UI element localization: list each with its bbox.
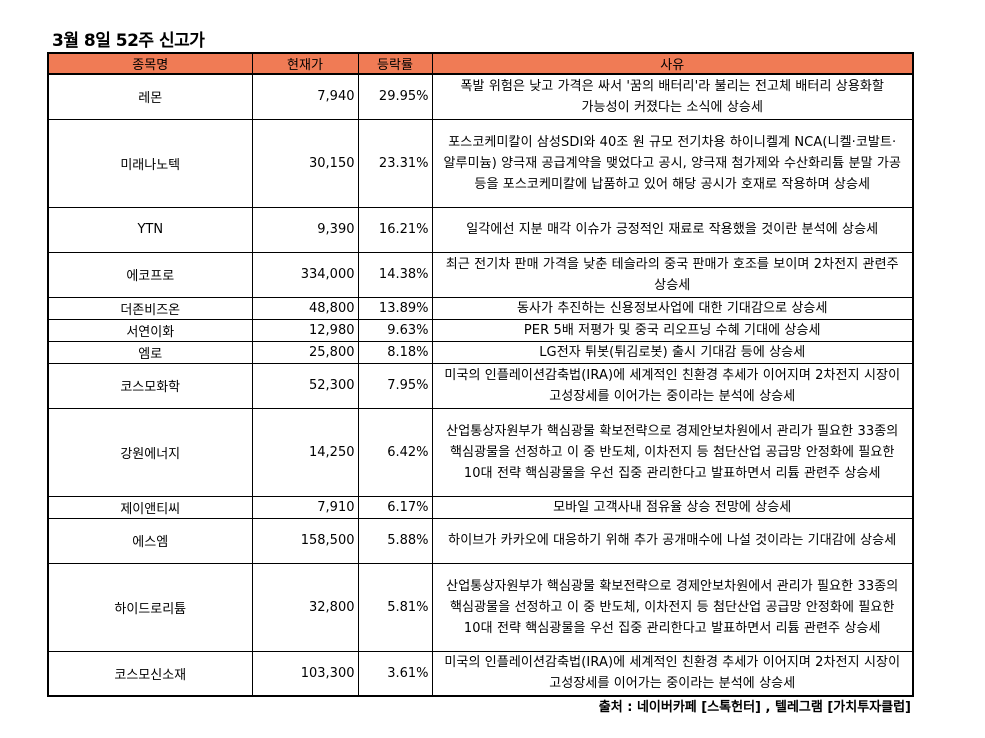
change-cell: 14.38% xyxy=(357,251,433,298)
stock-name-cell: 제이앤티씨 xyxy=(47,495,253,519)
price-cell: 334,000 xyxy=(251,251,359,298)
stock-name-cell: 더존비즈온 xyxy=(47,296,253,320)
stock-table: 종목명 현재가 등락률 사유 레몬 7,940 29.95% 폭발 위험은 낮고 가격… xyxy=(47,52,914,697)
change-cell: 29.95% xyxy=(357,73,433,120)
price-cell: 25,800 xyxy=(251,340,359,364)
change-cell: 9.63% xyxy=(357,318,433,342)
table-row: 코스모화학 52,300 7.95% 미국의 인플레이션감축법(IRA)에 세계적인 … xyxy=(47,362,914,409)
table-row: 에스엠 158,500 5.88% 하이브가 카카오에 대응하기 위해 추가 공개매수… xyxy=(47,517,914,564)
table-row: 더존비즈온 48,800 13.89% 동사가 추진하는 신용정보사업에 대한 기대감… xyxy=(47,296,914,320)
price-cell: 14,250 xyxy=(251,407,359,497)
reason-cell: 폭발 위험은 낮고 가격은 싸서 '꿈의 배터리'라 불리는 전고체 배터리 상… xyxy=(431,73,914,120)
reason-cell: 최근 전기차 판매 가격을 낮춘 테슬라의 중국 판매가 호조를 보이며 2차전… xyxy=(431,251,914,298)
reason-cell: 동사가 추진하는 신용정보사업에 대한 기대감으로 상승세 xyxy=(431,296,914,320)
table-header-row: 종목명 현재가 등락률 사유 xyxy=(47,52,914,75)
table-row: 제이앤티씨 7,910 6.17% 모바일 고객사내 점유율 상승 전망에 상승세 xyxy=(47,495,914,519)
price-cell: 12,980 xyxy=(251,318,359,342)
stock-name-cell: 에스엠 xyxy=(47,517,253,564)
reason-cell: 미국의 인플레이션감축법(IRA)에 세계적인 친환경 추세가 이어지며 2차전… xyxy=(431,362,914,409)
reason-cell: 산업통상자원부가 핵심광물 확보전략으로 경제안보차원에서 관리가 필요한 33… xyxy=(431,407,914,497)
table-row: 서연이화 12,980 9.63% PER 5배 저평가 및 중국 리오프닝 수혜 기… xyxy=(47,318,914,342)
table-row: 에코프로 334,000 14.38% 최근 전기차 판매 가격을 낮춘 테슬라의 중… xyxy=(47,251,914,298)
stock-name-cell: 코스모신소재 xyxy=(47,650,253,697)
stock-name-cell: 서연이화 xyxy=(47,318,253,342)
change-cell: 16.21% xyxy=(357,206,433,253)
price-cell: 103,300 xyxy=(251,650,359,697)
reason-cell: LG전자 튀봇(튀김로봇) 출시 기대감 등에 상승세 xyxy=(431,340,914,364)
stock-name-cell: 강원에너지 xyxy=(47,407,253,497)
price-cell: 158,500 xyxy=(251,517,359,564)
stock-name-cell: 하이드로리튬 xyxy=(47,562,253,652)
change-cell: 5.88% xyxy=(357,517,433,564)
reason-cell: 모바일 고객사내 점유율 상승 전망에 상승세 xyxy=(431,495,914,519)
change-cell: 23.31% xyxy=(357,118,433,208)
stock-name-cell: 엠로 xyxy=(47,340,253,364)
reason-cell: 산업통상자원부가 핵심광물 확보전략으로 경제안보차원에서 관리가 필요한 33… xyxy=(431,562,914,652)
change-cell: 5.81% xyxy=(357,562,433,652)
column-header-price: 현재가 xyxy=(251,52,359,75)
stock-name-cell: YTN xyxy=(47,206,253,253)
table-row: 강원에너지 14,250 6.42% 산업통상자원부가 핵심광물 확보전략으로 경제안… xyxy=(47,407,914,497)
price-cell: 30,150 xyxy=(251,118,359,208)
change-cell: 8.18% xyxy=(357,340,433,364)
table-row: 엠로 25,800 8.18% LG전자 튀봇(튀김로봇) 출시 기대감 등에 상승세 xyxy=(47,340,914,364)
stock-name-cell: 코스모화학 xyxy=(47,362,253,409)
price-cell: 48,800 xyxy=(251,296,359,320)
change-cell: 13.89% xyxy=(357,296,433,320)
stock-name-cell: 레몬 xyxy=(47,73,253,120)
table-row: YTN 9,390 16.21% 일각에선 지분 매각 이슈가 긍정적인 재료로 작용… xyxy=(47,206,914,253)
reason-cell: PER 5배 저평가 및 중국 리오프닝 수혜 기대에 상승세 xyxy=(431,318,914,342)
table-row: 레몬 7,940 29.95% 폭발 위험은 낮고 가격은 싸서 '꿈의 배터리'라 … xyxy=(47,73,914,120)
column-header-name: 종목명 xyxy=(47,52,253,75)
source-note: 출처 : 네이버카페 [스톡헌터] , 텔레그램 [가치투자클럽] xyxy=(598,700,911,715)
change-cell: 6.42% xyxy=(357,407,433,497)
reason-cell: 하이브가 카카오에 대응하기 위해 추가 공개매수에 나설 것이라는 기대감에 … xyxy=(431,517,914,564)
table-row: 미래나노텍 30,150 23.31% 포스코케미칼이 삼성SDI와 40조 원 규모… xyxy=(47,118,914,208)
stock-name-cell: 에코프로 xyxy=(47,251,253,298)
reason-cell: 일각에선 지분 매각 이슈가 긍정적인 재료로 작용했을 것이란 분석에 상승세 xyxy=(431,206,914,253)
change-cell: 3.61% xyxy=(357,650,433,697)
column-header-change: 등락률 xyxy=(357,52,433,75)
change-cell: 7.95% xyxy=(357,362,433,409)
column-header-reason: 사유 xyxy=(431,52,914,75)
price-cell: 52,300 xyxy=(251,362,359,409)
price-cell: 7,940 xyxy=(251,73,359,120)
stock-name-cell: 미래나노텍 xyxy=(47,118,253,208)
table-row: 하이드로리튬 32,800 5.81% 산업통상자원부가 핵심광물 확보전략으로 경제… xyxy=(47,562,914,652)
price-cell: 7,910 xyxy=(251,495,359,519)
price-cell: 9,390 xyxy=(251,206,359,253)
price-cell: 32,800 xyxy=(251,562,359,652)
reason-cell: 미국의 인플레이션감축법(IRA)에 세계적인 친환경 추세가 이어지며 2차전… xyxy=(431,650,914,697)
table-row: 코스모신소재 103,300 3.61% 미국의 인플레이션감축법(IRA)에 세계적… xyxy=(47,650,914,697)
change-cell: 6.17% xyxy=(357,495,433,519)
page-title: 3월 8일 52주 신고가 xyxy=(52,31,205,51)
reason-cell: 포스코케미칼이 삼성SDI와 40조 원 규모 전기차용 하이니켈계 NCA(니… xyxy=(431,118,914,208)
